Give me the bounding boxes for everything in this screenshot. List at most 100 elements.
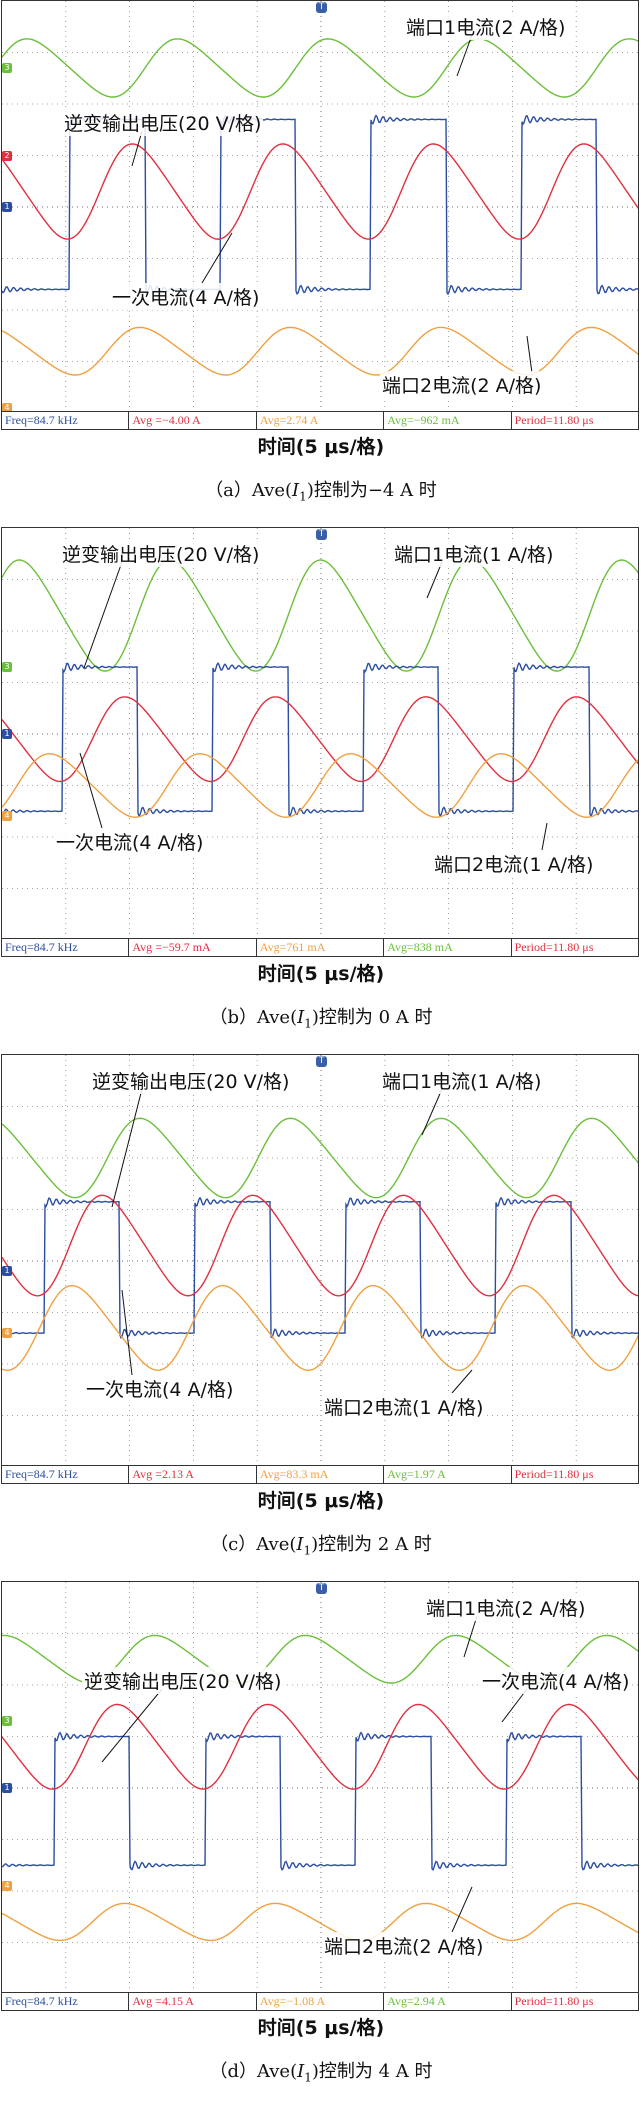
x-axis-label: 时间(5 μs/格) bbox=[257, 2017, 385, 2039]
annotation-primary: 一次电流(4 A/格) bbox=[110, 283, 262, 310]
leader-line-port1 bbox=[421, 1088, 443, 1136]
channel-marker-red: 2 bbox=[2, 150, 12, 161]
status-avg2: Avg=−1.08 A bbox=[257, 1993, 385, 2010]
scope-plot bbox=[2, 528, 638, 938]
oscilloscope-screen: T 3 1 4 端口1电流(1 A/格) 逆变输出电压(20 V/格) 一次电流(4 A/格… bbox=[1, 527, 639, 939]
status-avg1: Avg =4.15 A bbox=[129, 1993, 257, 2010]
annotation-inverter: 逆变输出电压(20 V/格) bbox=[90, 1067, 292, 1094]
scope-status-bar: Freq=84.7 kHz Avg =−59.7 mA Avg=761 mA Avg=… bbox=[1, 939, 639, 957]
leader-line-inverter bbox=[83, 561, 123, 669]
annotation-port1: 端口1电流(2 A/格) bbox=[404, 13, 568, 40]
annotation-port2: 端口2电流(1 A/格) bbox=[322, 1393, 486, 1420]
oscilloscope-screen: T 1 4 端口1电流(1 A/格) 逆变输出电压(20 V/格) 一次电流(4 A/格)… bbox=[1, 1054, 639, 1466]
annotation-inverter: 逆变输出电压(20 V/格) bbox=[60, 540, 262, 567]
status-avg2: Avg=2.74 A bbox=[257, 412, 385, 429]
status-avg1: Avg =−59.7 mA bbox=[129, 939, 257, 956]
annotation-port1: 端口1电流(2 A/格) bbox=[424, 1594, 588, 1621]
panel-caption: （c）Ave(I1)控制为 2 A 时 bbox=[210, 1534, 432, 1558]
leader-line-port2 bbox=[451, 1886, 473, 1933]
status-period: Period=11.80 μs bbox=[514, 1994, 594, 2008]
status-avg3: Avg=838 mA bbox=[384, 939, 512, 956]
channel-marker-green: 3 bbox=[2, 62, 12, 73]
waveform-blue bbox=[2, 1731, 638, 1872]
waveform-green bbox=[2, 38, 638, 98]
status-avg2: Avg=83.3 mA bbox=[257, 1466, 385, 1483]
status-avg1: Avg =−4.00 A bbox=[129, 412, 257, 429]
leader-line-port1 bbox=[456, 34, 473, 77]
channel-marker-blue: 1 bbox=[2, 729, 12, 739]
waveform-red bbox=[2, 1194, 638, 1297]
waveform-red bbox=[2, 143, 638, 240]
status-freq: Freq=84.7 kHz bbox=[2, 1993, 130, 2010]
status-period: Period=11.80 μs bbox=[514, 940, 594, 954]
scope-status-bar: Freq=84.7 kHz Avg =2.13 A Avg=83.3 mA Avg=1… bbox=[1, 1466, 639, 1484]
leader-line-primary bbox=[79, 752, 103, 829]
waveform-orange bbox=[2, 1902, 638, 1942]
x-axis-label: 时间(5 μs/格) bbox=[257, 436, 385, 458]
channel-marker-blue: 1 bbox=[2, 1783, 12, 1793]
leader-line-primary bbox=[501, 1688, 528, 1723]
leader-line-port2 bbox=[526, 335, 533, 374]
status-freq: Freq=84.7 kHz bbox=[2, 1466, 130, 1483]
channel-marker-blue: 1 bbox=[2, 202, 12, 212]
annotation-primary: 一次电流(4 A/格) bbox=[84, 1375, 236, 1402]
status-avg3: Avg=−962 mA bbox=[384, 412, 512, 429]
x-axis-label: 时间(5 μs/格) bbox=[257, 1490, 385, 1512]
waveform-green bbox=[2, 1117, 638, 1199]
leader-line-inverter bbox=[131, 130, 143, 167]
channel-marker-blue: 1 bbox=[2, 1266, 12, 1277]
waveform-orange bbox=[2, 1284, 638, 1372]
scope-plot bbox=[2, 1582, 638, 1992]
channel-marker-orange: 4 bbox=[2, 1880, 12, 1891]
annotation-inverter: 逆变输出电压(20 V/格) bbox=[82, 1667, 284, 1694]
annotation-port1: 端口1电流(1 A/格) bbox=[380, 1067, 544, 1094]
oscilloscope-screen: T 3 1 4 端口1电流(2 A/格) 逆变输出电压(20 V/格) 一次电流(4 A/格… bbox=[1, 1581, 639, 1993]
waveform-red bbox=[2, 1703, 638, 1790]
panel-caption: （b）Ave(I1)控制为 0 A 时 bbox=[209, 1007, 433, 1031]
annotation-port2: 端口2电流(2 A/格) bbox=[380, 371, 544, 398]
channel-marker-orange: 4 bbox=[2, 402, 12, 411]
oscilloscope-screen: T 3 2 1 4 端口1电流(2 A/格) 逆变输出电压(20 V/格) 一次电流(4 A/… bbox=[1, 0, 639, 412]
leader-line-inverter bbox=[101, 1688, 163, 1763]
waveform-red bbox=[2, 696, 638, 783]
status-avg3: Avg=2.94 A bbox=[384, 1993, 512, 2010]
annotation-primary: 一次电流(4 A/格) bbox=[54, 828, 206, 855]
status-period: Period=11.80 μs bbox=[514, 413, 594, 427]
leader-line-port1 bbox=[426, 561, 443, 599]
channel-marker-green: 3 bbox=[2, 662, 12, 673]
annotation-inverter: 逆变输出电压(20 V/格) bbox=[62, 109, 264, 136]
panel-caption: （a）Ave(I1)控制为−4 A 时 bbox=[205, 480, 437, 504]
scope-plot bbox=[2, 1055, 638, 1465]
channel-marker-orange: 4 bbox=[2, 811, 12, 822]
annotation-port1: 端口1电流(1 A/格) bbox=[392, 540, 556, 567]
annotation-port2: 端口2电流(1 A/格) bbox=[432, 850, 596, 877]
panel-caption: （d）Ave(I1)控制为 4 A 时 bbox=[209, 2061, 433, 2085]
scope-plot bbox=[2, 1, 638, 411]
scope-status-bar: Freq=84.7 kHz Avg =4.15 A Avg=−1.08 A Avg=2… bbox=[1, 1993, 639, 2011]
annotation-port2: 端口2电流(2 A/格) bbox=[322, 1932, 486, 1959]
status-avg3: Avg=1.97 A bbox=[384, 1466, 512, 1483]
trigger-marker-icon: T bbox=[316, 1583, 327, 1594]
trigger-marker-icon: T bbox=[316, 1056, 327, 1067]
leader-line-inverter bbox=[111, 1088, 143, 1208]
waveform-green bbox=[2, 559, 638, 672]
trigger-marker-icon: T bbox=[316, 2, 327, 13]
channel-marker-green: 3 bbox=[2, 1716, 12, 1727]
leader-line-port2 bbox=[451, 1369, 473, 1394]
trigger-marker-icon: T bbox=[316, 529, 327, 540]
leader-line-port1 bbox=[463, 1615, 478, 1658]
channel-marker-orange: 4 bbox=[2, 1328, 12, 1339]
status-freq: Freq=84.7 kHz bbox=[2, 412, 130, 429]
leader-line-primary bbox=[201, 232, 233, 284]
waveform-blue bbox=[2, 661, 638, 818]
waveform-blue bbox=[2, 1196, 638, 1340]
status-avg1: Avg =2.13 A bbox=[129, 1466, 257, 1483]
annotation-primary: 一次电流(4 A/格) bbox=[480, 1667, 632, 1694]
status-period: Period=11.80 μs bbox=[514, 1467, 594, 1481]
scope-status-bar: Freq=84.7 kHz Avg =−4.00 A Avg=2.74 A Avg=−… bbox=[1, 412, 639, 430]
x-axis-label: 时间(5 μs/格) bbox=[257, 963, 385, 985]
waveform-orange bbox=[2, 753, 638, 818]
leader-line-port2 bbox=[541, 822, 548, 851]
leader-line-primary bbox=[121, 1289, 133, 1376]
waveform-blue bbox=[2, 114, 638, 296]
